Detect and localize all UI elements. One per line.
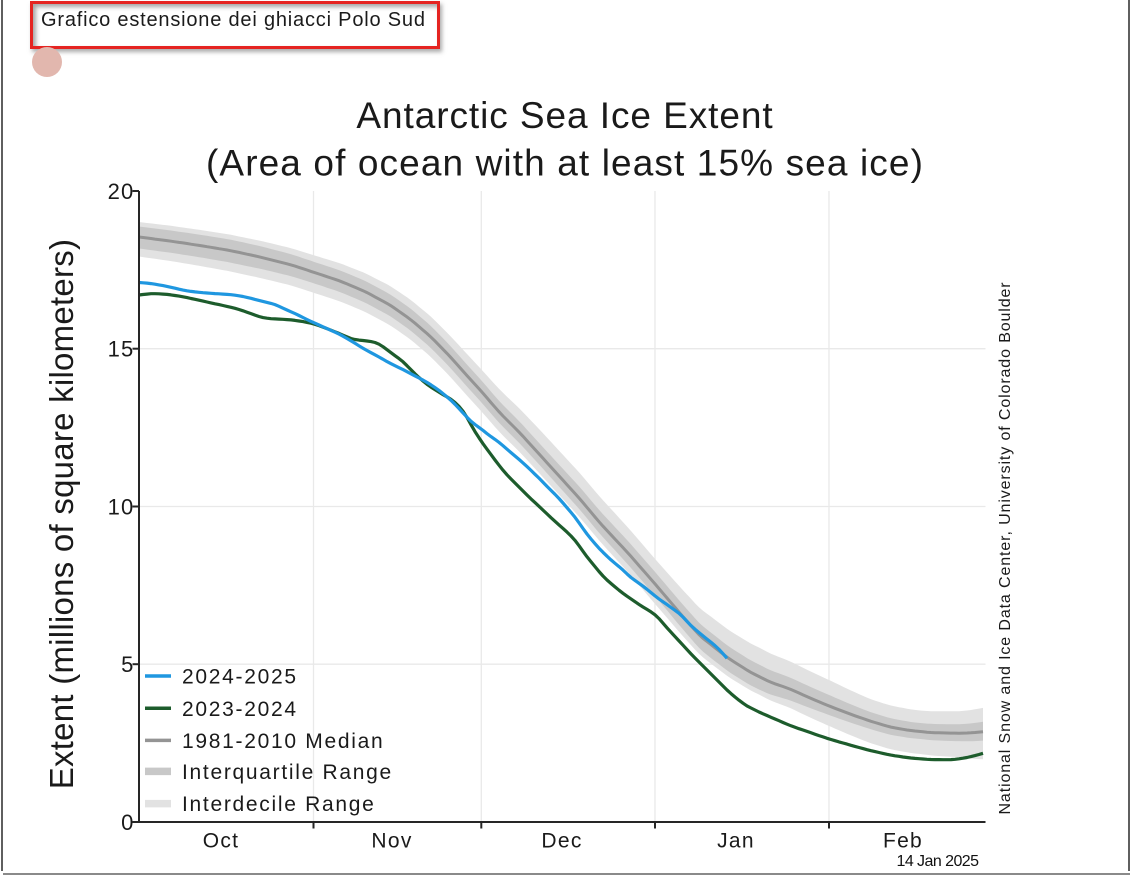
svg-text:20: 20 — [108, 179, 135, 204]
svg-text:Nov: Nov — [371, 830, 412, 853]
svg-text:15: 15 — [108, 337, 135, 362]
svg-text:10: 10 — [108, 495, 135, 520]
svg-text:Interquartile Range: Interquartile Range — [182, 761, 393, 784]
svg-text:Oct: Oct — [203, 830, 240, 853]
svg-text:0: 0 — [121, 810, 134, 835]
svg-text:Antarctic Sea Ice Extent: Antarctic Sea Ice Extent — [356, 95, 773, 136]
svg-text:National Snow and Ice Data Cen: National Snow and Ice Data Center, Unive… — [997, 281, 1014, 814]
svg-text:Interdecile Range: Interdecile Range — [182, 793, 376, 816]
svg-text:Dec: Dec — [541, 830, 582, 853]
svg-text:2024-2025: 2024-2025 — [182, 666, 298, 689]
svg-text:Extent (millions of square kil: Extent (millions of square kilometers) — [43, 239, 80, 790]
svg-text:14 Jan 2025: 14 Jan 2025 — [896, 853, 979, 870]
svg-text:(Area of ocean with at least 1: (Area of ocean with at least 15% sea ice… — [206, 143, 924, 184]
svg-text:1981-2010 Median: 1981-2010 Median — [182, 730, 384, 753]
svg-text:5: 5 — [121, 652, 134, 677]
svg-text:Feb: Feb — [883, 830, 923, 853]
svg-text:2023-2024: 2023-2024 — [182, 698, 298, 721]
svg-text:Jan: Jan — [717, 830, 755, 853]
